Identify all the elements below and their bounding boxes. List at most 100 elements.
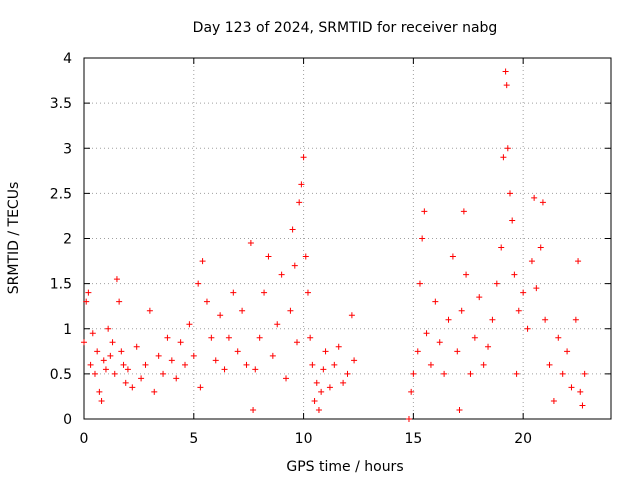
data-point <box>177 339 184 346</box>
data-point <box>568 384 575 391</box>
data-point <box>182 361 189 368</box>
data-point <box>250 406 257 413</box>
data-point <box>83 298 90 305</box>
data-point <box>199 258 206 265</box>
data-point <box>186 321 193 328</box>
data-point <box>421 208 428 215</box>
tick-layer: 0 5 10 15 20 0 0.5 1 1.5 2 2.5 3 3.5 4 <box>50 51 611 447</box>
data-point <box>351 357 358 364</box>
data-point <box>309 361 316 368</box>
data-point <box>315 406 322 413</box>
data-point <box>441 370 448 377</box>
data-point <box>102 366 109 373</box>
data-point <box>293 339 300 346</box>
data-point <box>485 343 492 350</box>
data-point <box>197 384 204 391</box>
data-point <box>151 388 158 395</box>
data-point <box>122 379 129 386</box>
data-point <box>221 366 228 373</box>
data-point <box>87 361 94 368</box>
data-point <box>555 334 562 341</box>
data-point <box>225 334 232 341</box>
data-point <box>460 208 467 215</box>
data-point <box>419 235 426 242</box>
data-point <box>524 325 531 332</box>
data-point <box>252 366 259 373</box>
data-point <box>344 370 351 377</box>
x-tick-label: 0 <box>80 431 89 447</box>
data-point <box>498 244 505 251</box>
data-point <box>410 370 417 377</box>
data-point <box>504 145 511 152</box>
data-point <box>269 352 276 359</box>
data-point <box>528 258 535 265</box>
data-point <box>550 397 557 404</box>
data-point <box>212 357 219 364</box>
data-point <box>291 262 298 269</box>
data-point <box>256 334 263 341</box>
data-point <box>261 289 268 296</box>
data-point <box>109 339 116 346</box>
data-point <box>133 343 140 350</box>
data-point <box>322 348 329 355</box>
data-point <box>511 271 518 278</box>
plot-frame <box>83 57 612 420</box>
data-point <box>85 289 92 296</box>
data-point <box>489 316 496 323</box>
data-point <box>581 370 588 377</box>
y-tick-label: 1.5 <box>50 277 72 293</box>
data-point <box>572 316 579 323</box>
data-point <box>113 276 120 283</box>
data-point <box>414 348 421 355</box>
data-point <box>146 307 153 314</box>
data-point <box>129 384 136 391</box>
y-tick-label: 0.5 <box>50 367 72 383</box>
data-point <box>313 379 320 386</box>
data-point <box>208 334 215 341</box>
y-tick-label: 2 <box>63 232 72 248</box>
chart-title: Day 123 of 2024, SRMTID for receiver nab… <box>193 20 498 36</box>
data-point <box>298 181 305 188</box>
data-point <box>436 339 443 346</box>
data-point <box>304 289 311 296</box>
data-point <box>116 298 123 305</box>
data-point <box>173 375 180 382</box>
data-point <box>300 154 307 161</box>
data-point <box>94 348 101 355</box>
x-axis-label: GPS time / hours <box>286 459 403 475</box>
data-point <box>509 217 516 224</box>
data-point <box>217 312 224 319</box>
data-point <box>307 334 314 341</box>
y-tick-label: 0 <box>63 412 72 428</box>
y-tick-label: 1 <box>63 322 72 338</box>
data-point <box>454 348 461 355</box>
data-point <box>274 321 281 328</box>
data-point <box>160 370 167 377</box>
data-point <box>445 316 452 323</box>
data-point <box>168 357 175 364</box>
y-tick-label: 4 <box>63 51 72 67</box>
grid-layer <box>84 58 611 419</box>
data-point <box>111 370 118 377</box>
data-point <box>493 280 500 287</box>
x-tick-label: 20 <box>514 431 532 447</box>
data-points <box>81 68 588 422</box>
data-point <box>278 271 285 278</box>
data-point <box>335 343 342 350</box>
data-point <box>287 307 294 314</box>
data-point <box>98 397 105 404</box>
data-point <box>348 312 355 319</box>
data-point <box>520 289 527 296</box>
data-point <box>546 361 553 368</box>
data-point <box>559 370 566 377</box>
data-point <box>539 199 546 206</box>
data-point <box>283 375 290 382</box>
data-point <box>81 339 87 346</box>
data-point <box>234 348 241 355</box>
data-point <box>138 375 145 382</box>
y-tick-label: 2.5 <box>50 186 72 202</box>
data-point <box>100 357 107 364</box>
data-point <box>458 307 465 314</box>
data-point <box>506 190 513 197</box>
data-point <box>311 397 318 404</box>
